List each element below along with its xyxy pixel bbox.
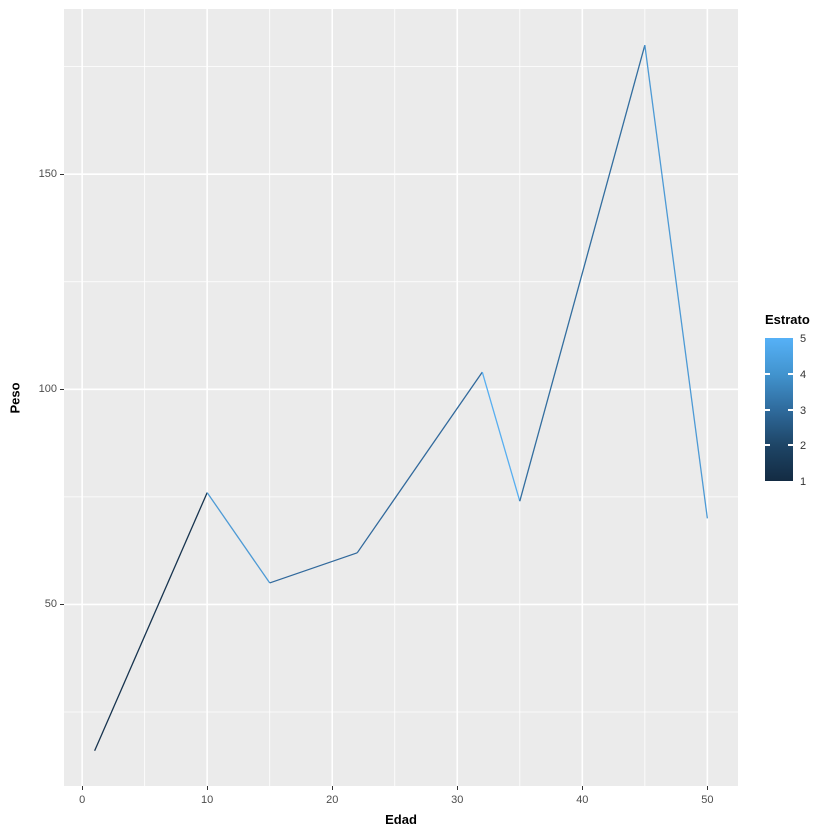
data-line-segment — [94, 492, 208, 751]
legend-tick-mark — [765, 408, 770, 411]
y-axis-tick-label: 150 — [38, 168, 57, 181]
legend-tick-label: 4 — [800, 368, 807, 381]
legend-tick-label: 3 — [800, 404, 807, 417]
x-axis-tick-label: 50 — [701, 794, 714, 806]
x-axis-tick-mark — [707, 786, 709, 790]
legend-tick-mark — [765, 372, 770, 375]
x-axis-tick-label: 20 — [326, 794, 339, 806]
legend-tick-mark — [765, 444, 770, 447]
data-line-segment — [206, 492, 271, 584]
data-line-segment — [644, 45, 709, 519]
legend-tick-label: 2 — [800, 440, 807, 453]
legend-tick-mark — [788, 372, 793, 375]
data-line-segment — [481, 371, 521, 502]
y-axis-title: Peso — [7, 381, 23, 414]
x-axis-tick-label: 30 — [451, 794, 464, 806]
x-axis-tick-mark — [332, 786, 334, 790]
legend-tick-mark — [788, 444, 793, 447]
x-axis-tick-label: 10 — [201, 794, 214, 806]
x-axis-tick-mark — [582, 786, 584, 790]
data-line-segment — [269, 552, 358, 584]
x-axis-tick-label: 0 — [79, 794, 86, 806]
x-axis-tick-mark — [457, 786, 459, 790]
y-axis-tick-mark — [60, 389, 64, 391]
plot-svg — [64, 9, 738, 786]
y-axis-tick-mark — [60, 174, 64, 176]
legend-title: Estrato — [765, 312, 810, 327]
y-axis-tick-label: 100 — [38, 383, 57, 396]
x-axis-tick-mark — [82, 786, 84, 790]
y-axis-tick-label: 50 — [44, 598, 57, 611]
x-axis-tick-label: 40 — [576, 794, 589, 806]
plot-panel — [64, 9, 738, 786]
x-axis-tick-mark — [207, 786, 209, 790]
x-axis-title: Edad — [385, 812, 417, 827]
legend-tick-mark — [788, 408, 793, 411]
data-line-segment — [519, 44, 646, 502]
legend-tick-label: 1 — [800, 476, 807, 488]
y-axis-tick-mark — [60, 604, 64, 606]
data-line-segment — [356, 371, 483, 554]
legend-tick-label: 5 — [800, 333, 807, 345]
